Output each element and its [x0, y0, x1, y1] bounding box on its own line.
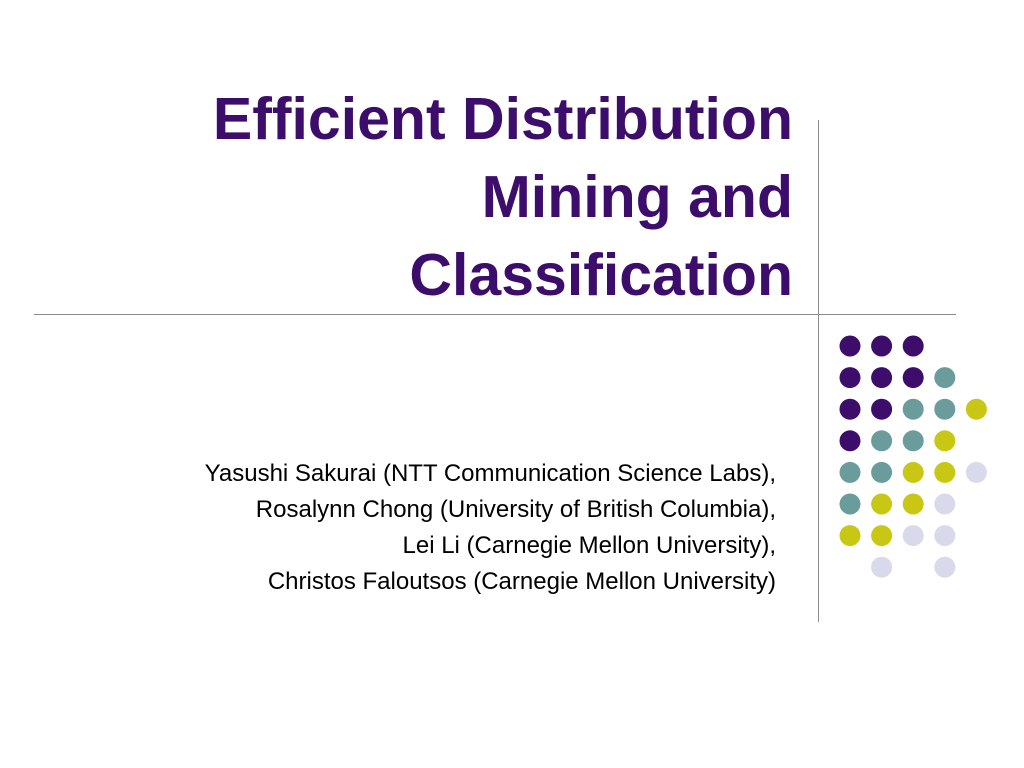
dot-purple [871, 335, 893, 357]
horizontal-divider [34, 314, 956, 315]
dot-teal [934, 367, 956, 389]
dot-lavender [902, 525, 924, 547]
dot-purple [902, 335, 924, 357]
dot-purple [839, 430, 861, 452]
dot-lavender [965, 461, 987, 483]
dot-teal [871, 430, 893, 452]
dot-olive [902, 493, 924, 515]
dot-olive [871, 525, 893, 547]
title-line-3: Classification [409, 242, 793, 308]
dot-lavender [871, 556, 893, 578]
dot-olive [839, 525, 861, 547]
author-list: Yasushi Sakurai (NTT Communication Scien… [40, 456, 776, 600]
author-line-2: Rosalynn Chong (University of British Co… [255, 496, 776, 523]
dot-teal [839, 493, 861, 515]
dot-teal [934, 398, 956, 420]
dot-purple [871, 367, 893, 389]
dot-olive [934, 461, 956, 483]
dot-lavender [934, 556, 956, 578]
dot-teal [902, 398, 924, 420]
dot-purple [839, 398, 861, 420]
title-line-2: Mining and [481, 164, 793, 230]
author-line-4: Christos Faloutsos (Carnegie Mellon Univ… [267, 568, 776, 595]
author-line-1: Yasushi Sakurai (NTT Communication Scien… [204, 460, 776, 487]
dot-olive [965, 398, 987, 420]
dot-teal [902, 430, 924, 452]
dot-olive [871, 493, 893, 515]
dot-purple [839, 367, 861, 389]
dot-teal [871, 461, 893, 483]
vertical-divider [818, 120, 819, 622]
dot-olive [902, 461, 924, 483]
dot-purple [902, 367, 924, 389]
author-line-3: Lei Li (Carnegie Mellon University), [402, 532, 776, 559]
dot-purple [871, 398, 893, 420]
title-line-1: Efficient Distribution [212, 86, 793, 152]
dot-lavender [934, 525, 956, 547]
dot-purple [839, 335, 861, 357]
dot-teal [839, 461, 861, 483]
dot-lavender [934, 493, 956, 515]
dot-olive [934, 430, 956, 452]
slide-title: Efficient Distribution Mining and Classi… [60, 80, 793, 314]
